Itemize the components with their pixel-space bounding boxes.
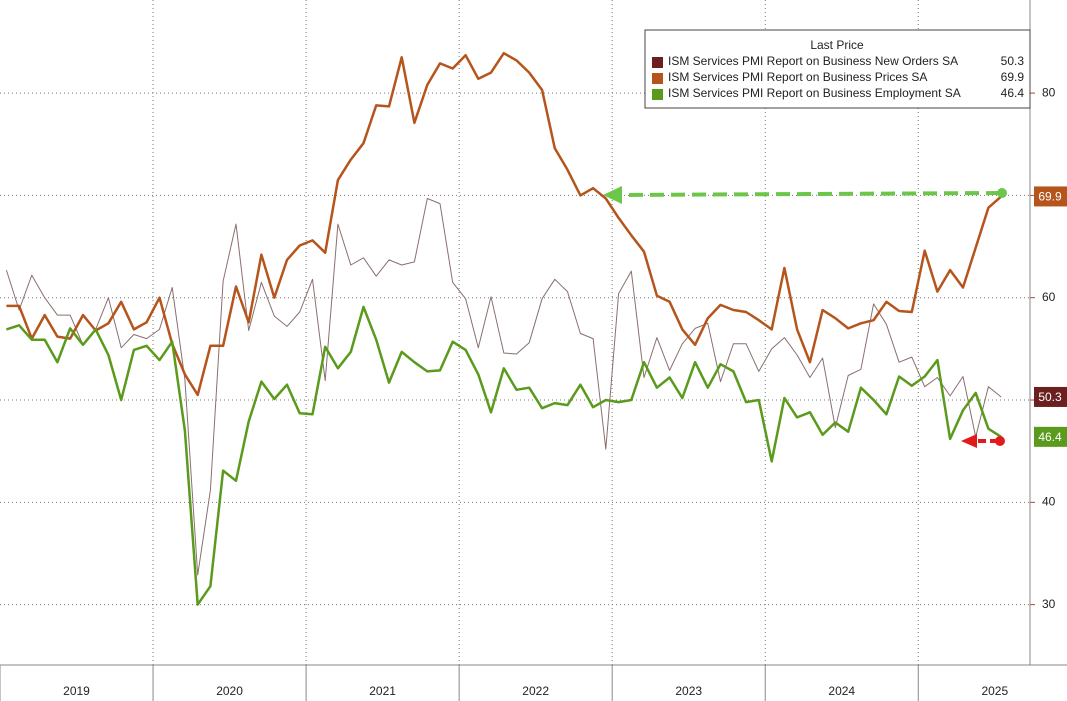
x-tick-label: 2021 [369,684,396,698]
x-tick-label: 2025 [981,684,1008,698]
x-tick-label: 2024 [828,684,855,698]
legend-title: Last Price [810,38,864,52]
x-tick-label: 2019 [63,684,90,698]
green-arrowhead [603,186,622,204]
last-value-label: 46.4 [1038,430,1062,444]
last-value-label: 50.3 [1038,390,1062,404]
last-value-tag [1034,386,1067,407]
legend-label: ISM Services PMI Report on Business Empl… [668,86,961,100]
y-tick-label: 60 [1042,290,1056,304]
line-layer [5,51,1003,606]
y-tick-label: 40 [1042,495,1056,509]
red-dot [995,436,1005,446]
y-tick-label: 30 [1042,597,1056,611]
legend-label: ISM Services PMI Report on Business Pric… [668,70,927,84]
annotation-arrows [603,186,1007,448]
legend-label: ISM Services PMI Report on Business New … [668,54,958,68]
x-tick-label: 2020 [216,684,243,698]
x-tick-label: 2023 [675,684,702,698]
legend-value: 46.4 [1001,86,1025,100]
green-dot [997,188,1007,198]
last-value-tag [1034,186,1067,207]
legend-value: 69.9 [1001,70,1025,84]
legend-value: 50.3 [1001,54,1025,68]
x-tick-label: 2022 [522,684,549,698]
last-value-label: 69.9 [1038,190,1062,204]
green-arrow [617,191,1001,197]
last-value-tag [1034,426,1067,447]
legend: Last Price ISM Services PMI Report on Bu… [644,29,1031,109]
legend-box [644,29,1031,109]
series-line [6,305,1002,606]
legend-swatch [652,73,663,84]
legend-swatch [652,57,663,68]
legend-swatch [652,89,663,100]
y-tick-label: 80 [1042,85,1056,99]
label-layer: 50.3 69.9 46.4 [1034,186,1067,447]
series-line [5,198,1002,576]
red-arrowhead [961,434,977,448]
